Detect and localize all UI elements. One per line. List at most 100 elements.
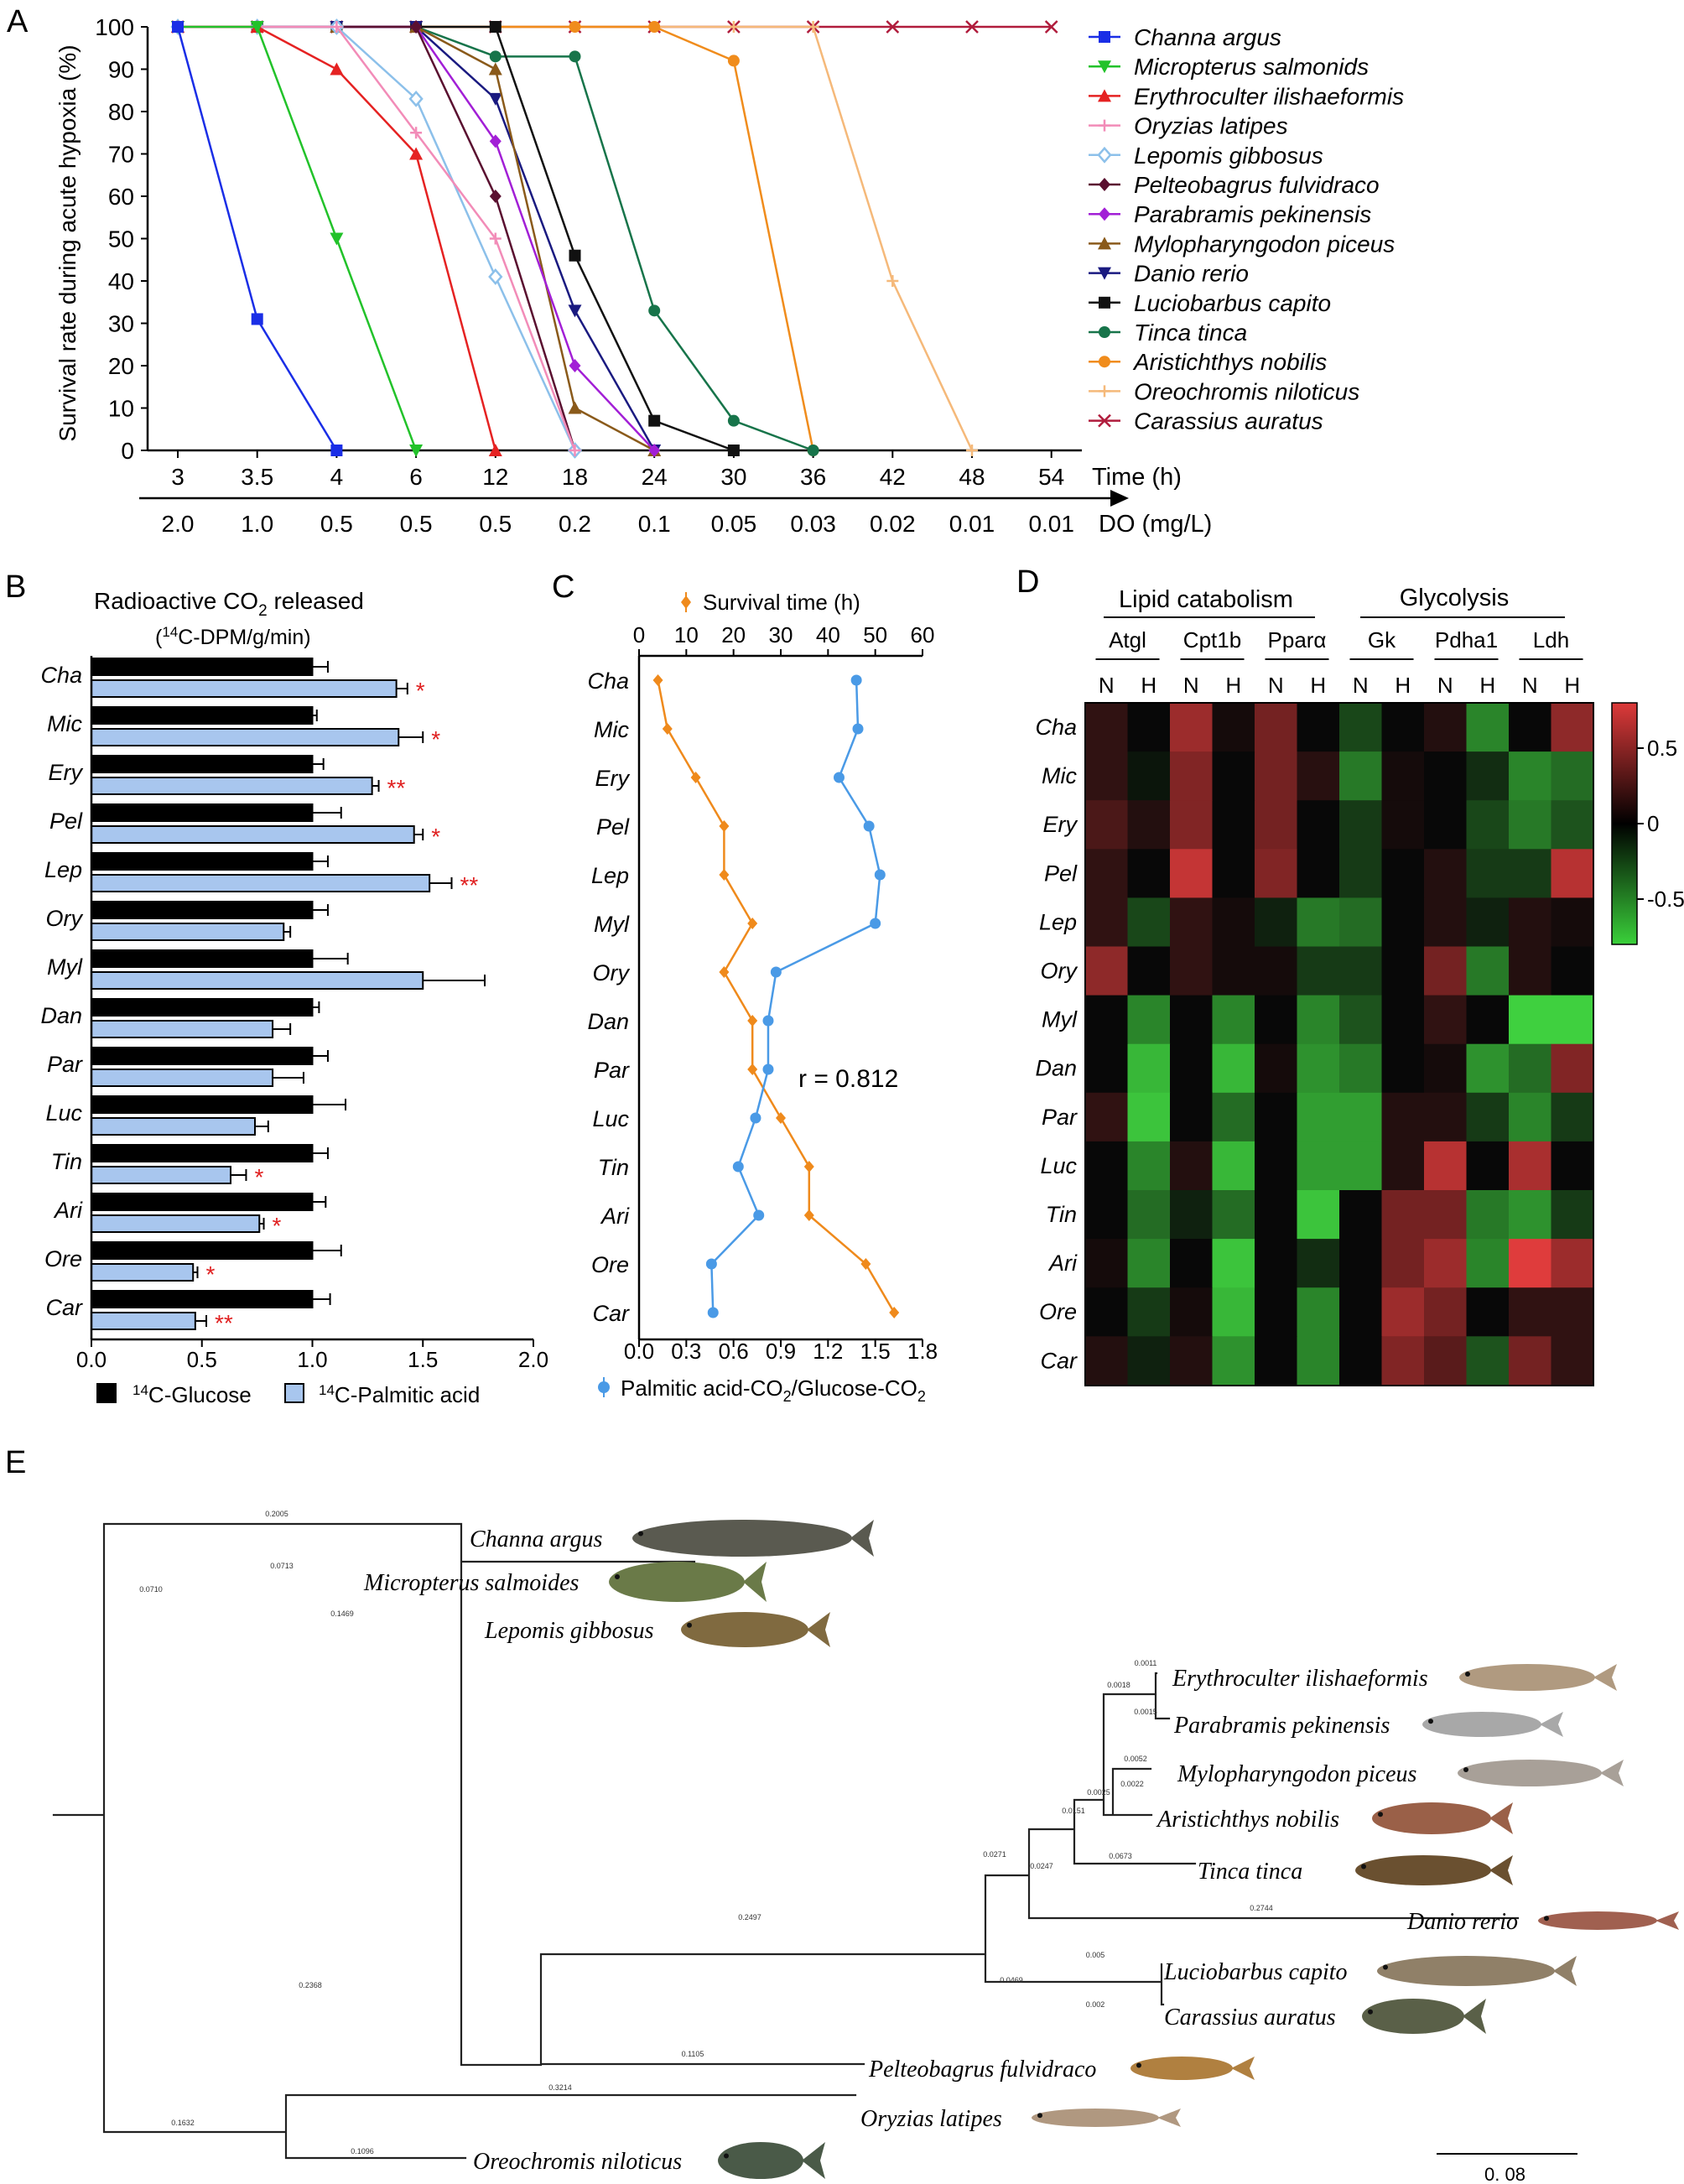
x-tick-label: 0.0	[76, 1347, 107, 1372]
series-marker-carassius-auratus	[965, 20, 979, 34]
error-bar-14c-glucose-ory	[312, 904, 329, 916]
error-bar-14c-palmitic-acid-tin	[231, 1169, 247, 1181]
error-bar-14c-palmitic-acid-ory	[283, 926, 292, 938]
heatmap-cell-car-0	[1085, 1336, 1128, 1386]
series-marker-micropterus-salmonids	[250, 21, 264, 34]
branch-length-label: 0.0673	[1109, 1852, 1132, 1860]
heatmap-cell-dan-10	[1509, 1043, 1551, 1094]
legend-marker-pelteobagrus-fulvidraco	[1099, 178, 1110, 191]
category-label-myl: Myl	[47, 954, 83, 980]
gene-label-pdha1: Pdha1	[1435, 627, 1498, 653]
heatmap-cell-ory-0	[1085, 946, 1128, 996]
branch-length-label: 0.1096	[351, 2147, 374, 2155]
heatmap-cell-tin-6	[1339, 1190, 1382, 1240]
heatmap-cell-ory-11	[1551, 946, 1594, 996]
ratio-marker	[833, 772, 845, 783]
heatmap-cell-lep-0	[1085, 897, 1128, 947]
error-bar-14c-glucose-lep	[312, 855, 329, 867]
series-marker-luciobarbus-capito	[648, 414, 661, 427]
heatmap-cell-cha-1	[1127, 703, 1171, 752]
branch-length-label: 0.2368	[299, 1981, 322, 1989]
gene-label-ppar: Pparα	[1268, 627, 1327, 653]
bar-14c-palmitic-acid-luc	[91, 1117, 256, 1136]
fish-eye	[1544, 1916, 1549, 1921]
heatmap-cell-dan-6	[1339, 1043, 1382, 1094]
significance-mark: *	[431, 726, 440, 752]
significance-mark: **	[460, 872, 479, 898]
heatmap-cell-pel-1	[1127, 849, 1171, 898]
heatmap-cell-mic-10	[1509, 751, 1551, 801]
heatmap-cell-ari-9	[1466, 1239, 1510, 1288]
heatmap-cell-lep-3	[1212, 897, 1255, 947]
heatmap-cell-cha-0	[1085, 703, 1128, 752]
heatmap-cell-pel-10	[1509, 849, 1551, 898]
panel-a-time-label: Time (h)	[1092, 464, 1182, 491]
fish-image-aristichthys-nobilis	[1372, 1802, 1491, 1834]
panel-a-do-label: DO (mg/L)	[1099, 511, 1212, 538]
fish-tail-luciobarbus-capito	[1553, 1956, 1577, 1986]
ratio-marker	[850, 674, 862, 686]
heatmap-cell-ory-8	[1424, 946, 1467, 996]
category-label-ery: Ery	[595, 766, 631, 791]
error-bar-14c-palmitic-acid-luc	[254, 1121, 269, 1132]
condition-label: H	[1564, 673, 1580, 698]
significance-mark: **	[387, 775, 406, 801]
x-tick-label-do: 0.05	[711, 511, 757, 537]
condition-label: N	[1099, 673, 1115, 698]
heatmap-cell-ery-10	[1509, 800, 1551, 850]
series-marker-oryzias-latipes	[569, 445, 581, 456]
series-marker-mylopharyngodon-piceus	[568, 401, 582, 414]
heatmap-cell-dan-0	[1085, 1043, 1128, 1094]
heatmap-cell-lep-8	[1424, 897, 1467, 947]
heatmap-cell-myl-7	[1381, 995, 1425, 1045]
heatmap-cell-cha-11	[1551, 703, 1594, 752]
top-tick-label: 20	[721, 622, 746, 647]
heatmap-cell-car-4	[1255, 1336, 1297, 1386]
heatmap-cell-car-7	[1381, 1336, 1425, 1386]
heatmap-cell-myl-6	[1339, 995, 1382, 1045]
fish-image-tinca-tinca	[1355, 1855, 1491, 1885]
series-marker-oreochromis-niloticus	[886, 275, 899, 287]
top-tick-label: 0	[633, 622, 645, 647]
branch-length-label: 0.005	[1086, 1951, 1105, 1959]
group-label-lipid-catabolism: Lipid catabolism	[1119, 586, 1293, 613]
fish-tail-carassius-auratus	[1463, 1999, 1486, 2034]
bar-14c-glucose-pel	[91, 803, 314, 822]
bottom-tick-label: 0.3	[671, 1339, 701, 1364]
legend-marker-aristichthys-nobilis	[1099, 356, 1110, 368]
top-tick-label: 10	[674, 622, 699, 647]
heatmap-cell-pel-7	[1381, 849, 1425, 898]
heatmap-cell-cha-8	[1424, 703, 1467, 752]
row-label-cha: Cha	[1035, 715, 1077, 740]
heatmap-cell-par-11	[1551, 1092, 1594, 1142]
ratio-marker	[732, 1161, 744, 1173]
series-marker-erythroculter-ilishaeformis	[330, 62, 344, 75]
fish-eye	[724, 2153, 729, 2159]
heatmap-cell-par-5	[1297, 1092, 1340, 1142]
series-marker-tinca-tinca	[648, 304, 661, 317]
y-tick-label: 90	[108, 57, 134, 83]
heatmap-cell-ore-1	[1127, 1287, 1171, 1337]
legend-label-lepomis-gibbosus: Lepomis gibbosus	[1134, 143, 1323, 169]
heatmap-cell-luc-2	[1170, 1141, 1213, 1191]
bottom-tick-label: 0.6	[719, 1339, 749, 1364]
heatmap-cell-tin-10	[1509, 1190, 1551, 1240]
row-label-ory: Ory	[1041, 959, 1078, 984]
bar-14c-glucose-cha	[91, 658, 314, 676]
heatmap-cell-ery-2	[1170, 800, 1213, 850]
fish-image-pelteobagrus-fulvidraco	[1130, 2057, 1233, 2080]
heatmap-cell-lep-1	[1127, 897, 1171, 947]
x-tick-label-time: 48	[959, 464, 985, 490]
series-marker-channa-argus	[251, 313, 263, 325]
ratio-marker	[705, 1258, 717, 1270]
heatmap-cell-mic-7	[1381, 751, 1425, 801]
fish-image-parabramis-pekinensis	[1422, 1712, 1541, 1737]
panel-letter-b: B	[5, 569, 26, 605]
heatmap-cell-luc-6	[1339, 1141, 1382, 1191]
ratio-marker	[852, 723, 864, 735]
ratio-marker	[707, 1307, 719, 1318]
heatmap-cell-pel-0	[1085, 849, 1128, 898]
x-tick-label-time: 3	[171, 464, 185, 490]
bar-14c-palmitic-acid-ory	[91, 923, 285, 941]
condition-label: N	[1437, 673, 1453, 698]
